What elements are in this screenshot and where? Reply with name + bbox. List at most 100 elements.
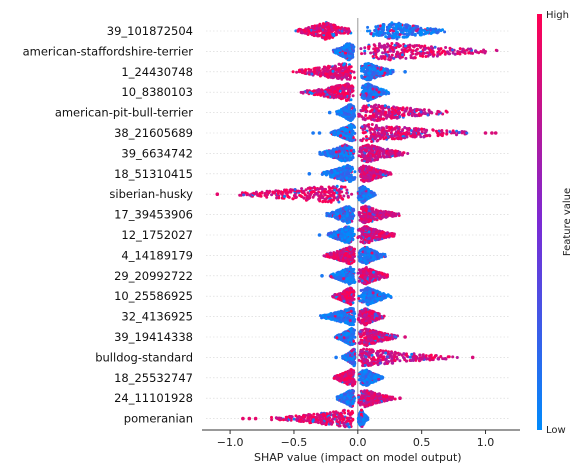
shap-point (407, 32, 411, 36)
shap-point (337, 174, 341, 178)
shap-point (345, 188, 349, 192)
shap-point (340, 159, 344, 163)
shap-point (344, 54, 348, 58)
shap-point (386, 113, 390, 117)
shap-point (291, 70, 295, 74)
shap-point (258, 192, 262, 196)
shap-point (384, 136, 388, 140)
shap-point (336, 110, 340, 114)
shap-point (337, 149, 341, 153)
shap-point (334, 51, 337, 55)
shap-point (437, 49, 441, 53)
shap-point (343, 62, 346, 66)
shap-point (358, 170, 362, 174)
shap-point (394, 46, 398, 50)
shap-point (372, 67, 376, 71)
shap-point (364, 135, 368, 139)
shap-point (426, 27, 430, 30)
shap-point (352, 70, 356, 74)
shap-point (307, 29, 311, 33)
shap-point (316, 34, 320, 38)
shap-point (448, 130, 452, 134)
shap-point (368, 128, 372, 132)
shap-point (307, 71, 311, 75)
shap-point (375, 170, 379, 173)
shap-point (348, 73, 352, 77)
shap-point (415, 52, 419, 56)
shap-point (348, 217, 351, 221)
shap-point (483, 131, 488, 135)
shap-point (362, 69, 366, 73)
shap-point (444, 109, 448, 113)
shap-point (360, 115, 364, 118)
shap-point (314, 30, 318, 34)
shap-point (362, 93, 366, 97)
shap-point (374, 148, 378, 152)
shap-point (361, 106, 365, 110)
shap-point (337, 84, 341, 88)
shap-point (350, 116, 354, 120)
shap-point (377, 128, 381, 132)
shap-point (275, 196, 279, 200)
shap-point (343, 46, 347, 50)
shap-point (337, 62, 341, 66)
shap-point (340, 94, 344, 98)
shap-point (403, 126, 407, 129)
shap-point (413, 132, 416, 135)
shap-point (393, 151, 397, 155)
shap-point (384, 155, 388, 159)
shap-point (386, 71, 390, 75)
shap-point (362, 157, 366, 161)
shap-point (371, 71, 375, 74)
shap-point (331, 155, 335, 158)
shap-point (368, 167, 372, 171)
shap-point (392, 34, 396, 37)
shap-point (334, 150, 338, 154)
shap-point (412, 33, 416, 37)
shap-point (363, 187, 367, 191)
shap-point (348, 206, 352, 210)
shap-point (352, 112, 355, 116)
shap-point (446, 50, 449, 54)
shap-point (390, 110, 394, 114)
shap-point (296, 29, 300, 33)
shap-point (349, 149, 353, 153)
shap-point (370, 123, 374, 126)
shap-point (348, 135, 352, 139)
shap-point (375, 134, 379, 138)
shap-point (394, 106, 398, 110)
shap-point (347, 124, 351, 128)
shap-point (377, 109, 381, 113)
shap-point (302, 196, 306, 200)
shap-point (334, 216, 338, 220)
shap-point (302, 189, 305, 193)
shap-point (304, 68, 308, 72)
shap-point (321, 67, 325, 71)
shap-point (432, 53, 436, 57)
shap-point (381, 106, 384, 110)
shap-point (380, 70, 384, 74)
shap-point (215, 192, 220, 196)
shap-point (388, 33, 391, 37)
shap-point (418, 32, 422, 36)
shap-point (314, 27, 318, 30)
shap-point (360, 125, 364, 129)
shap-point (411, 44, 415, 48)
shap-point (377, 132, 381, 136)
shap-point (338, 89, 342, 93)
shap-point (375, 88, 379, 92)
shap-point (445, 132, 449, 136)
shap-point (366, 99, 370, 103)
shap-point (384, 92, 388, 96)
shap-point (351, 209, 354, 212)
shap-point (397, 45, 401, 49)
shap-point (329, 194, 333, 197)
shap-point (326, 194, 330, 198)
shap-point (324, 153, 328, 157)
shap-point (337, 189, 341, 193)
shap-point (398, 111, 401, 115)
shap-point (345, 214, 349, 218)
shap-point (360, 187, 364, 190)
shap-point (344, 109, 348, 113)
shap-point (347, 29, 351, 32)
